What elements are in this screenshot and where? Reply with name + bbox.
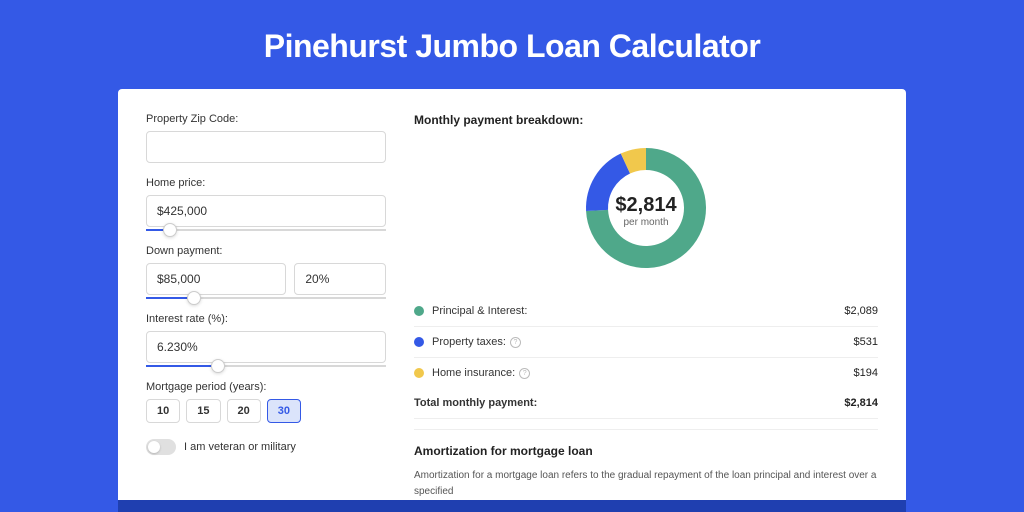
- down-payment-slider[interactable]: [146, 297, 386, 299]
- breakdown-title: Monthly payment breakdown:: [414, 113, 878, 127]
- interest-rate-label: Interest rate (%):: [146, 313, 386, 325]
- legend-value: $2,089: [844, 305, 878, 317]
- page-title: Pinehurst Jumbo Loan Calculator: [0, 0, 1024, 89]
- down-payment-percent-input[interactable]: [294, 263, 386, 295]
- legend-label: Home insurance:?: [432, 367, 530, 379]
- legend-value: $531: [854, 336, 878, 348]
- amortization-text: Amortization for a mortgage loan refers …: [414, 468, 878, 500]
- home-price-slider[interactable]: [146, 229, 386, 231]
- interest-rate-slider[interactable]: [146, 365, 386, 367]
- legend-dot: [414, 368, 424, 378]
- donut-center: $2,814 per month: [615, 194, 676, 228]
- amortization-title: Amortization for mortgage loan: [414, 444, 878, 458]
- total-value: $2,814: [844, 397, 878, 409]
- form-column: Property Zip Code: Home price: Down paym…: [146, 113, 386, 500]
- interest-rate-group: Interest rate (%):: [146, 313, 386, 367]
- total-row: Total monthly payment: $2,814: [414, 388, 878, 419]
- legend-label: Property taxes:?: [432, 336, 521, 348]
- legend-dot: [414, 337, 424, 347]
- home-price-label: Home price:: [146, 177, 386, 189]
- amortization-section: Amortization for mortgage loan Amortizat…: [414, 429, 878, 500]
- donut-chart: $2,814 per month: [414, 143, 878, 278]
- period-buttons: 1015 2030: [146, 399, 386, 423]
- zip-input[interactable]: [146, 131, 386, 163]
- calculator-card: Property Zip Code: Home price: Down paym…: [118, 89, 906, 500]
- donut-amount: $2,814: [615, 194, 676, 217]
- zip-label: Property Zip Code:: [146, 113, 386, 125]
- legend: Principal & Interest: $2,089 Property taxe…: [414, 296, 878, 388]
- legend-row: Property taxes:? $531: [414, 327, 878, 358]
- down-payment-group: Down payment:: [146, 245, 386, 299]
- down-payment-label: Down payment:: [146, 245, 386, 257]
- veteran-label: I am veteran or military: [184, 441, 296, 453]
- donut-sub: per month: [615, 217, 676, 228]
- period-btn-15[interactable]: 15: [186, 399, 220, 423]
- total-label: Total monthly payment:: [414, 397, 537, 409]
- home-price-group: Home price:: [146, 177, 386, 231]
- down-payment-amount-input[interactable]: [146, 263, 286, 295]
- veteran-toggle[interactable]: [146, 439, 176, 455]
- info-icon[interactable]: ?: [519, 368, 530, 379]
- period-btn-20[interactable]: 20: [227, 399, 261, 423]
- zip-group: Property Zip Code:: [146, 113, 386, 163]
- mortgage-period-group: Mortgage period (years): 1015 2030: [146, 381, 386, 423]
- legend-label: Principal & Interest:: [432, 305, 527, 317]
- info-icon[interactable]: ?: [510, 337, 521, 348]
- home-price-input[interactable]: [146, 195, 386, 227]
- toggle-knob: [148, 441, 160, 453]
- period-btn-30[interactable]: 30: [267, 399, 301, 423]
- legend-dot: [414, 306, 424, 316]
- period-btn-10[interactable]: 10: [146, 399, 180, 423]
- veteran-toggle-row: I am veteran or military: [146, 439, 386, 455]
- breakdown-column: Monthly payment breakdown: $2,814 per mo…: [414, 113, 878, 500]
- legend-row: Principal & Interest: $2,089: [414, 296, 878, 327]
- legend-row: Home insurance:? $194: [414, 358, 878, 388]
- mortgage-period-label: Mortgage period (years):: [146, 381, 386, 393]
- interest-rate-input[interactable]: [146, 331, 386, 363]
- legend-value: $194: [854, 367, 878, 379]
